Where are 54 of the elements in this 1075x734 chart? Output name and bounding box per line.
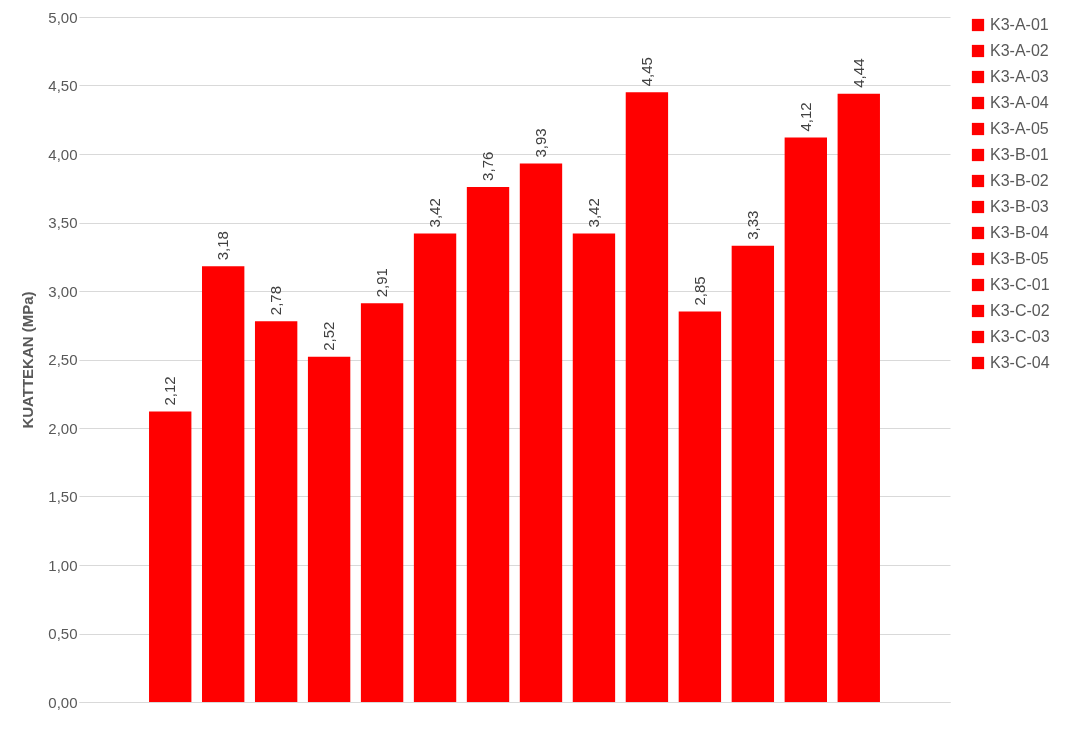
bar: [149, 411, 192, 702]
bar: [625, 92, 669, 702]
data-label: 4,44: [849, 58, 867, 88]
legend-label: K3-B-02: [990, 172, 1049, 189]
y-tick-label: 0,50: [48, 625, 78, 642]
legend-label: K3-A-02: [990, 42, 1049, 59]
legend-label: K3-A-05: [990, 120, 1049, 137]
data-label: 3,18: [214, 231, 232, 261]
legend-label: K3-C-03: [990, 328, 1050, 345]
bar: [837, 93, 880, 702]
legend-label: K3-A-01: [990, 16, 1049, 33]
y-tick-label: 2,00: [48, 419, 78, 437]
y-tick-label: 1,50: [48, 488, 78, 505]
bar: [784, 137, 827, 702]
legend-label: K3-B-04: [990, 224, 1049, 241]
legend-label: K3-C-04: [990, 354, 1050, 371]
y-tick-label: 1,00: [48, 556, 78, 574]
bar: [413, 233, 457, 702]
legend-label: K3-A-03: [990, 68, 1049, 85]
data-label: 4,45: [637, 57, 655, 87]
bar: [678, 311, 722, 702]
y-tick-label: 2,50: [48, 351, 78, 368]
data-label: 2,52: [320, 321, 338, 351]
legend-label: K3-A-04: [990, 94, 1049, 111]
legend-label: K3-B-01: [990, 146, 1049, 163]
data-label: 2,78: [267, 285, 285, 316]
bar: [731, 245, 775, 702]
bar: [572, 233, 616, 702]
bar: [307, 356, 351, 702]
data-label: 3,42: [426, 198, 444, 228]
data-label: 2,85: [690, 276, 708, 306]
data-label: 3,93: [531, 128, 549, 158]
legend-label: K3-B-05: [990, 250, 1049, 267]
y-axis-title: KUATTEKAN (MPa): [19, 291, 37, 429]
data-label: 4,12: [796, 102, 814, 132]
y-tick-label: 3,00: [48, 282, 78, 300]
bar: [466, 186, 510, 702]
bar: [519, 163, 563, 702]
data-label: 2,12: [161, 376, 179, 406]
legend-label: K3-C-01: [990, 276, 1050, 293]
bar: [254, 321, 298, 702]
y-tick-label: 4,00: [48, 145, 78, 163]
legend-label: K3-B-03: [990, 198, 1049, 215]
y-tick-label: 5,00: [48, 8, 78, 26]
data-label: 2,91: [373, 268, 391, 298]
y-tick-label: 0,00: [48, 693, 78, 711]
bar: [202, 266, 245, 702]
bar: [360, 303, 404, 702]
data-label: 3,42: [584, 198, 602, 228]
y-tick-label: 3,50: [48, 214, 78, 231]
data-label: 3,76: [479, 151, 497, 181]
y-tick-label: 4,50: [48, 77, 78, 94]
data-label: 3,33: [743, 210, 761, 240]
legend-label: K3-C-02: [990, 302, 1050, 319]
